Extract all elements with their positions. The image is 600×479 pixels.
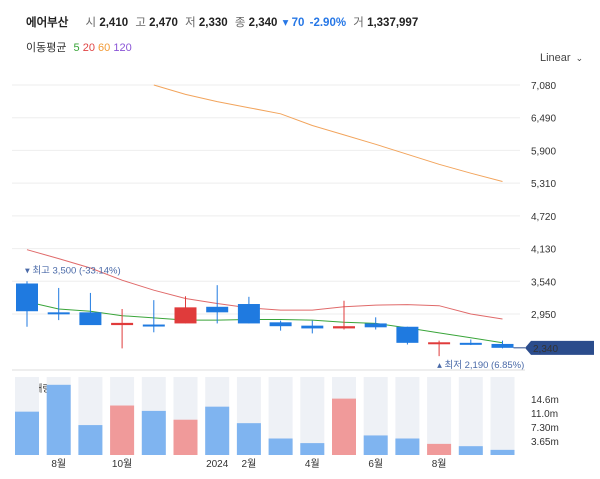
price-tick-label: 4,130 (531, 245, 556, 256)
high-marker-label: ▾ 최고 3,500 (-33.14%) (25, 265, 121, 276)
volume-bar (268, 438, 293, 455)
candle-body (269, 322, 292, 327)
x-tick-label: 6월 (368, 458, 383, 470)
candle-body (333, 326, 355, 329)
chevron-down-icon: ⌄ (575, 53, 584, 63)
current-price-tag (525, 340, 594, 355)
candle-body (111, 322, 134, 326)
low-value: 2,330 (198, 17, 228, 29)
price-tick-label: 3,540 (531, 277, 556, 288)
volume-bar (46, 384, 71, 455)
stock-header: 에어부산 시 2,410 고 2,470 저 2,330 종 2,340 ▾ 7… (26, 14, 418, 30)
candle-body (79, 312, 102, 326)
volume-column-bg (300, 377, 325, 455)
candle-body (459, 342, 482, 345)
volume-bar (15, 411, 39, 455)
x-tick-label: 2월 (242, 458, 257, 470)
volume-column-bg (458, 377, 483, 455)
price-tick-label: 5,310 (531, 179, 556, 190)
candle-body (491, 343, 514, 348)
volume-bar (110, 405, 135, 455)
price-tick-label: 4,720 (531, 212, 556, 223)
x-tick-label: 8월 (51, 458, 66, 470)
volume-column-bg (427, 377, 452, 455)
high-label: 고 (135, 17, 146, 29)
ma-legend-title: 이동평균 (26, 42, 67, 54)
change-percent: -2.90% (309, 17, 347, 29)
x-tick-label: 10월 (112, 458, 132, 470)
volume-label: 거 (353, 17, 364, 29)
price-tick-label: 5,900 (531, 146, 556, 157)
open-label: 시 (85, 17, 97, 29)
volume-tick-label: 14.6m (531, 395, 559, 406)
close-value: 2,340 (248, 17, 278, 29)
volume-bar (300, 443, 325, 455)
volume-value: 1,337,997 (367, 17, 419, 29)
ma5-line (26, 301, 503, 344)
ma-legend-5[interactable]: 5 (73, 42, 80, 54)
volume-tick-label: 11.0m (531, 409, 558, 420)
x-tick-label: 4월 (305, 458, 320, 470)
volume-bar (78, 425, 103, 455)
open-value: 2,410 (99, 17, 129, 29)
price-tick-label: 2,950 (531, 310, 556, 321)
volume-bar (427, 443, 452, 455)
volume-bar (332, 398, 356, 455)
volume-bar (458, 446, 483, 455)
low-label: 저 (185, 17, 196, 29)
moving-average-legend: 이동평균 5 20 60 120 (26, 39, 132, 55)
volume-tick-label: 3.65m (531, 437, 559, 448)
x-tick-label: 2024 (206, 459, 229, 470)
candle-body (237, 304, 260, 324)
high-value: 2,470 (149, 17, 178, 29)
low-marker-label: ▴ 최저 2,190 (6.85%) (437, 360, 524, 371)
ma-legend-60[interactable]: 60 (98, 42, 111, 54)
volume-column-bg (490, 377, 515, 455)
close-label: 종 (234, 17, 246, 29)
ma60-line (153, 84, 503, 182)
price-tick-label: 7,080 (531, 81, 556, 92)
ma-legend-20[interactable]: 20 (82, 42, 95, 54)
volume-bar (236, 423, 261, 455)
volume-bar (490, 449, 515, 455)
candle-body (396, 326, 419, 343)
volume-tick-label: 7.30m (531, 423, 559, 434)
candle-body (301, 325, 324, 329)
volume-bar (141, 410, 166, 455)
stock-name: 에어부산 (26, 17, 69, 29)
ma-legend-120[interactable]: 120 (113, 42, 132, 54)
candle-body (206, 306, 229, 313)
candle-body (428, 342, 451, 345)
scale-dropdown[interactable]: Linear ⌄ (540, 52, 583, 64)
candle-body (142, 324, 165, 327)
volume-bar (363, 435, 388, 455)
ma20-line (26, 249, 503, 320)
candle-body (16, 283, 38, 312)
volume-bar (395, 438, 420, 455)
candle-body (174, 307, 197, 324)
x-tick-label: 8월 (432, 458, 447, 470)
change-value: ▾ 70 (282, 17, 305, 29)
scale-label: Linear (540, 52, 571, 64)
candle-body (47, 312, 70, 315)
current-price-label: 2,340 (533, 344, 558, 355)
volume-bar (205, 406, 230, 455)
price-tick-label: 6,490 (531, 114, 556, 125)
volume-bar (173, 419, 198, 455)
candle-body (364, 323, 387, 328)
